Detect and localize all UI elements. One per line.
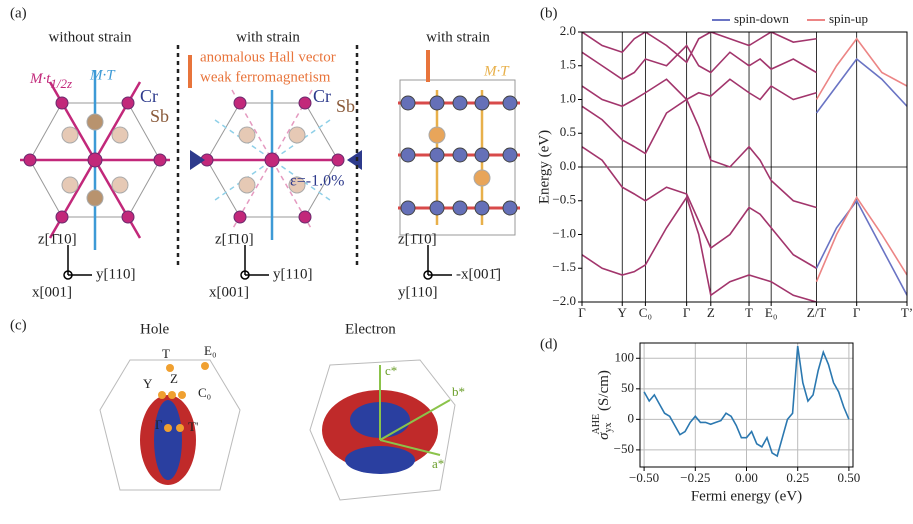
strain-note: anomalous Hall vector: [200, 49, 336, 65]
k-point: T: [162, 346, 170, 361]
k-point: C₀: [198, 385, 211, 400]
y-tick-label: 2.0: [560, 23, 576, 38]
panel-label: (d): [540, 336, 558, 352]
y-tick-label: 0.0: [560, 158, 576, 173]
structure-title: with strain: [426, 29, 490, 45]
y-tick-label: 1.5: [560, 57, 576, 72]
y-label-symbol: σ: [596, 432, 612, 440]
strain-value: ε=-1.0%: [290, 173, 344, 190]
series-line: [582, 44, 817, 81]
panel-a-drawing: [20, 45, 520, 280]
k-point: T': [188, 419, 198, 434]
axis-label: a*: [432, 456, 444, 471]
structure-title: without strain: [49, 29, 132, 45]
series-line: [643, 345, 850, 458]
y-tick-label: 100: [615, 349, 635, 364]
y-tick-label: −50: [614, 441, 634, 456]
panel-label: (b): [540, 5, 558, 21]
plot-frame: [639, 342, 854, 468]
fermi-surfaces: [99, 359, 456, 501]
k-point: Γ: [155, 417, 163, 432]
series-line: [582, 146, 817, 269]
x-tick-label: Γ: [853, 305, 861, 320]
x-tick-label: 0.25: [786, 470, 809, 485]
legend-label: spin-down: [734, 11, 789, 26]
y-tick-label: −2.0: [552, 293, 576, 308]
plot-frame: [581, 31, 908, 303]
atom-label: Sb: [150, 106, 169, 126]
fermi-title: Electron: [345, 321, 396, 337]
x-tick-label: T: [745, 305, 753, 320]
panel-label: (a): [10, 5, 27, 21]
y-tick-label: 50: [621, 380, 634, 395]
series-line: [815, 37, 907, 100]
symmetry-label: M·T: [483, 63, 510, 79]
axis-label: b*: [452, 384, 465, 399]
y-axis-label: Energy (eV): [536, 130, 552, 204]
symmetry-label: M·t1/2z: [29, 71, 72, 91]
axis-label: -x[001̄]: [456, 266, 501, 282]
symmetry-subscript: 1/2z: [50, 76, 72, 91]
axis-label: c*: [385, 363, 397, 378]
legend-label: spin-up: [829, 11, 868, 26]
atom-label: Cr: [313, 86, 331, 106]
y-tick-label: 1.0: [560, 90, 576, 105]
y-tick-label: −1.0: [552, 225, 576, 240]
x-tick-label: Z: [707, 305, 715, 320]
k-point: E₀: [204, 343, 216, 358]
structure-title: with strain: [236, 29, 300, 45]
axis-label: x[001]: [32, 284, 72, 300]
y-axis-label: σyxAHE (S/cm): [591, 370, 614, 440]
y-label-sup: AHE: [591, 414, 602, 435]
y-tick-label: −1.5: [552, 259, 576, 274]
series-line: [582, 78, 817, 108]
atom-label: Sb: [336, 96, 355, 116]
y-label-unit: (S/cm): [596, 370, 612, 411]
series-line: [815, 195, 907, 283]
x-axis-label: Fermi energy (eV): [691, 488, 802, 504]
x-tick-label: Z/T: [807, 305, 827, 320]
atom-label: Cr: [140, 86, 158, 106]
x-tick-label: 0.00: [735, 470, 758, 485]
x-tick-label: Γ: [683, 305, 691, 320]
symmetry-label: M·T: [89, 67, 116, 83]
y-label-sub: yx: [603, 422, 614, 432]
x-tick-label: Γ: [578, 305, 586, 320]
series-line: [582, 32, 817, 64]
x-tick-label: E₀: [765, 305, 777, 320]
x-tick-label: 0.50: [838, 470, 861, 485]
x-tick-label: −0.25: [680, 470, 710, 485]
axis-label: y[110]: [96, 266, 135, 282]
x-tick-label: Y: [618, 305, 628, 320]
y-tick-label: −0.5: [552, 192, 576, 207]
axis-label: x[001]: [209, 284, 249, 300]
panel-label: (c): [10, 317, 27, 333]
k-point: Y: [143, 376, 153, 391]
x-tick-label: −0.50: [629, 470, 659, 485]
x-tick-label: C₀: [639, 305, 652, 320]
axis-label: y[110]: [273, 266, 312, 282]
axis-label: z[1̄10]: [398, 231, 437, 247]
series-line: [815, 199, 907, 296]
axis-label: z[1̄10]: [215, 231, 254, 247]
symmetry-label: M·t: [29, 71, 51, 87]
k-point: Z: [170, 371, 178, 386]
series-line: [582, 195, 817, 302]
fermi-title: Hole: [140, 321, 170, 337]
strain-note: weak ferromagnetism: [200, 69, 331, 85]
y-tick-label: 0: [628, 410, 635, 425]
series-line: [582, 98, 817, 209]
axis-label: y[110]: [398, 284, 437, 300]
series-line: [815, 57, 907, 114]
y-tick-label: 0.5: [560, 124, 576, 139]
x-tick-label: T’: [901, 305, 913, 320]
axis-label: z[1̄10]: [38, 231, 77, 247]
